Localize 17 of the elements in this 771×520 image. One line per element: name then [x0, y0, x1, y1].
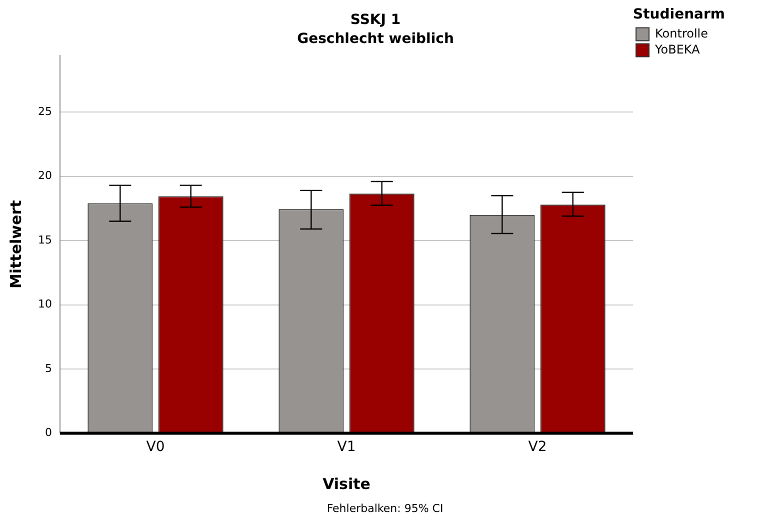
y-tick-label: 20 [38, 169, 52, 182]
y-axis-title: Mittelwert [6, 200, 25, 289]
legend-title: Studienarm [633, 6, 726, 23]
chart-title: SSKJ 1 [350, 12, 401, 28]
text: Fehlerbalken: 95% CI [326, 502, 444, 515]
y-tick-label: 5 [44, 362, 52, 375]
legend-label: YoBEKA [654, 42, 701, 56]
y-tick-label: 0 [44, 426, 52, 440]
x-axis-title: Visite [322, 474, 370, 493]
x-tick-label: V0 [146, 439, 165, 456]
y-tick-label: 10 [38, 298, 52, 311]
legend-label: Kontrolle [655, 26, 708, 40]
y-tick-label: 15 [38, 233, 52, 246]
chart-subtitle: Geschlecht weiblich [297, 30, 454, 47]
x-tick-label: V2 [528, 439, 547, 456]
y-tick-label: 25 [38, 104, 52, 118]
x-tick-label: V1 [337, 439, 356, 456]
